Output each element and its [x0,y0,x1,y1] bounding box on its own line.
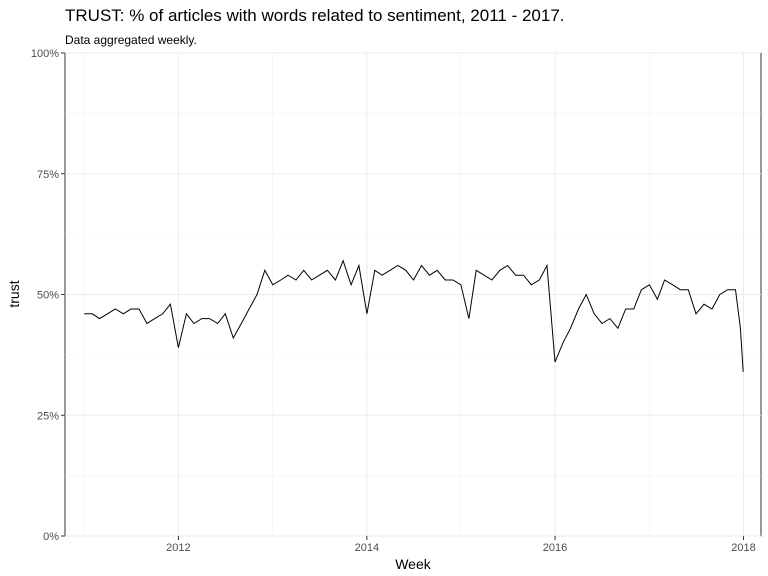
chart-subtitle: Data aggregated weekly. [65,33,197,47]
x-tick-label: 2016 [543,542,567,554]
x-tick-label: 2014 [355,542,379,554]
y-tick-label: 100% [31,48,59,60]
y-tick-label: 25% [37,410,59,422]
y-axis-title: trust [6,280,22,307]
x-tick-label: 2018 [731,542,755,554]
x-axis-title: Week [395,556,432,572]
chart-title: TRUST: % of articles with words related … [65,6,565,25]
y-tick-label: 0% [43,531,59,543]
axis-ticks: 0% 25% 50% 75% 100% 2012 2014 2016 2018 [31,48,756,554]
grid-lines [65,52,761,537]
trust-line [84,259,744,372]
x-tick-label: 2012 [166,542,190,554]
y-tick-label: 75% [37,169,59,181]
y-tick-label: 50% [37,290,59,302]
